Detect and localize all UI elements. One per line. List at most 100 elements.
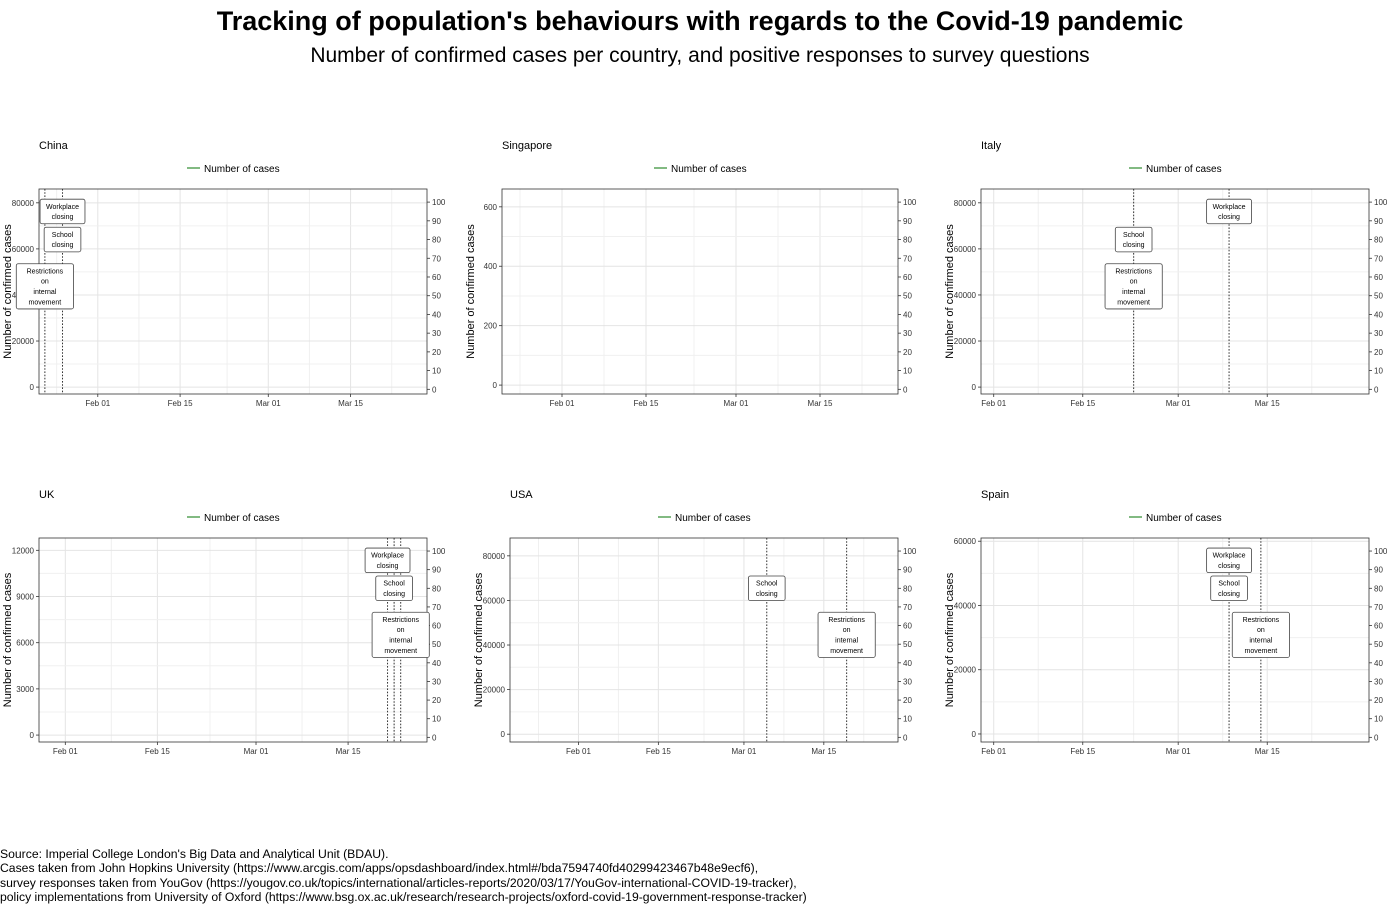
x-tick-label: Mar 15 (811, 747, 836, 756)
y2-tick-label: 100 (432, 547, 446, 556)
policy-label-box (817, 611, 876, 658)
policy-label-box (375, 575, 413, 602)
y-tick-label: 600 (484, 203, 498, 212)
y-tick-label: 0 (30, 383, 35, 392)
chart-panel-spain: Spain Number of cases 0 20000 40000 60000 0 10 2… (944, 489, 1388, 756)
x-tick-label: Mar 01 (1166, 747, 1191, 756)
policy-label-text: on (843, 627, 851, 634)
x-tick-label: Mar 15 (1255, 747, 1280, 756)
y2-tick-label: 0 (1374, 385, 1379, 394)
y-tick-label: 40000 (954, 601, 977, 610)
panel-border (38, 188, 428, 395)
y2-tick-label: 30 (432, 677, 441, 686)
panel-border (980, 537, 1370, 743)
page-title: Tracking of population's behaviours with… (216, 6, 1184, 36)
y-tick-label: 60000 (483, 596, 506, 605)
policy-label-box (39, 198, 86, 225)
y2-tick-label: 60 (432, 622, 441, 631)
y2-tick-label: 90 (1374, 217, 1383, 226)
y2-tick-label: 0 (903, 733, 908, 742)
policy-label-box (748, 575, 786, 602)
y2-tick-label: 50 (903, 640, 912, 649)
y2-tick-label: 50 (1374, 292, 1383, 301)
policy-label-text: movement (1245, 648, 1278, 655)
y2-tick-label: 10 (1374, 367, 1383, 376)
y-tick-label: 20000 (12, 337, 35, 346)
policy-label-text: Workplace (371, 553, 404, 560)
policy-label-text: on (397, 627, 405, 634)
y2-tick-label: 100 (903, 547, 917, 556)
x-tick-label: Feb 15 (1070, 399, 1095, 408)
y-tick-label: 60000 (954, 537, 977, 546)
policy-label-text: Restrictions (1115, 268, 1152, 275)
policy-label-text: on (41, 279, 49, 286)
x-tick-label: Feb 01 (53, 747, 78, 756)
panel-title: Singapore (502, 140, 552, 152)
policy-label-text: on (1257, 627, 1265, 634)
page-subtitle: Number of confirmed cases per country, a… (310, 44, 1090, 67)
y2-tick-label: 10 (432, 367, 441, 376)
x-tick-label: Feb 15 (168, 399, 193, 408)
y2-tick-label: 60 (1374, 273, 1383, 282)
y2-tick-label: 100 (903, 198, 917, 207)
y2-tick-label: 10 (1374, 715, 1383, 724)
x-tick-label: Mar 15 (1255, 399, 1280, 408)
x-tick-label: Mar 15 (808, 399, 833, 408)
y2-tick-label: 100 (432, 198, 446, 207)
x-tick-label: Feb 15 (145, 747, 170, 756)
policy-label-text: School (383, 581, 405, 588)
y2-tick-label: 40 (1374, 659, 1383, 668)
y2-tick-label: 30 (1374, 329, 1383, 338)
y2-tick-label: 30 (432, 329, 441, 338)
policy-label-text: movement (1117, 299, 1150, 306)
footer-line: Source: Imperial College London's Big Da… (0, 847, 389, 861)
policy-label-box (364, 547, 411, 574)
y2-tick-label: 70 (432, 254, 441, 263)
legend-label: Number of cases (204, 164, 280, 175)
policy-label-text: Workplace (46, 204, 79, 211)
x-tick-label: Mar 01 (724, 399, 749, 408)
y-tick-label: 80000 (954, 199, 977, 208)
x-tick-label: Feb 01 (566, 747, 591, 756)
y2-tick-label: 100 (1374, 547, 1388, 556)
y2-tick-label: 0 (432, 733, 437, 742)
source-footer: Source: Imperial College London's Big Da… (0, 847, 807, 905)
y2-tick-label: 60 (903, 273, 912, 282)
policy-label-text: internal (1249, 637, 1272, 644)
legend-label: Number of cases (204, 513, 280, 524)
policy-label-text: closing (756, 591, 778, 598)
y2-tick-label: 70 (1374, 254, 1383, 263)
y2-tick-label: 80 (903, 236, 912, 245)
y2-tick-label: 50 (432, 292, 441, 301)
policy-label-text: Workplace (1213, 553, 1246, 560)
legend-label: Number of cases (675, 513, 751, 524)
panel-border (980, 188, 1370, 395)
policy-label-text: School (52, 232, 74, 239)
policy-label-text: School (756, 581, 778, 588)
y-tick-label: 0 (493, 381, 498, 390)
y2-tick-label: 70 (903, 254, 912, 263)
y-axis-title: Number of confirmed cases (2, 224, 14, 359)
x-tick-label: Feb 01 (550, 399, 575, 408)
y2-tick-label: 0 (903, 385, 908, 394)
y-tick-label: 200 (484, 322, 498, 331)
chart-panel-uk: UK Number of cases 0 3000 6000 9000 12000 0 10 20… (2, 489, 446, 756)
policy-label-box (1114, 226, 1153, 253)
y-tick-label: 0 (30, 731, 35, 740)
policy-label-text: internal (33, 289, 56, 296)
y-axis-title: Number of confirmed cases (944, 224, 956, 359)
y-tick-label: 40000 (483, 641, 506, 650)
x-tick-label: Feb 01 (981, 399, 1006, 408)
footer-line: policy implementations from University o… (0, 890, 807, 905)
legend-label: Number of cases (1146, 513, 1222, 524)
policy-label-text: closing (1218, 563, 1240, 570)
policy-label-text: Restrictions (27, 268, 64, 275)
y2-tick-label: 20 (1374, 696, 1383, 705)
y-tick-label: 40000 (954, 291, 977, 300)
footer-line: survey responses taken from YouGov (http… (0, 875, 797, 890)
x-tick-label: Feb 01 (981, 747, 1006, 756)
y2-tick-label: 60 (1374, 622, 1383, 631)
y2-tick-label: 40 (432, 659, 441, 668)
legend-label: Number of cases (671, 164, 747, 175)
